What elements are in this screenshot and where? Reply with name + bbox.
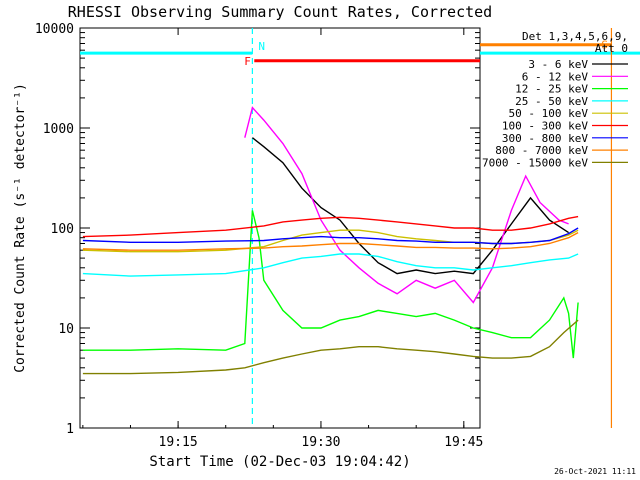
series-line-800-7000-kev bbox=[82, 231, 579, 251]
y-tick-label: 10 bbox=[58, 322, 74, 337]
plot-area: 19:15 19:30 19:45 1 10 100 1000 10000 NF S bbox=[35, 22, 640, 450]
state-label-n: N bbox=[258, 40, 265, 53]
legend-header-line-2: Att 0 bbox=[595, 42, 628, 55]
legend-label-100-300-kev: 100 - 300 keV bbox=[502, 120, 588, 133]
series-line-100-300-kev bbox=[82, 215, 579, 238]
series-lines bbox=[82, 106, 579, 375]
x-axis-label: Start Time (02-Dec-03 19:04:42) bbox=[149, 454, 410, 470]
y-tick-label: 100 bbox=[51, 222, 74, 237]
y-axis-label: Corrected Count Rate (s⁻¹ detector⁻¹) bbox=[13, 83, 28, 373]
series-line-6-12-kev bbox=[244, 106, 569, 304]
plot-frame bbox=[79, 27, 481, 429]
state-label-f: F bbox=[244, 55, 251, 68]
series-line-300-800-kev bbox=[82, 227, 579, 245]
footer-timestamp: 26-Oct-2021 11:11 bbox=[554, 467, 636, 476]
y-tick-label: 10000 bbox=[35, 22, 74, 37]
y-tick-label: 1 bbox=[66, 422, 74, 437]
chart-title: RHESSI Observing Summary Count Rates, Co… bbox=[68, 3, 492, 21]
legend-label-6-12-kev: 6 - 12 keV bbox=[522, 70, 589, 83]
y-tick-label: 1000 bbox=[43, 122, 74, 137]
state-annotations: NF S bbox=[80, 28, 640, 428]
legend-label-800-7000-kev: 800 - 7000 keV bbox=[495, 144, 588, 157]
series-line-25-50-kev bbox=[82, 253, 579, 277]
x-tick-label: 19:45 bbox=[444, 435, 483, 450]
legend-header-line-1: Det 1,3,4,5,6,9, bbox=[522, 30, 628, 43]
legend-label-25-50-kev: 25 - 50 keV bbox=[515, 95, 588, 108]
legend-label-3-6-kev: 3 - 6 keV bbox=[528, 58, 588, 71]
series-line-3-6-kev bbox=[251, 137, 569, 275]
legend-label-12-25-kev: 12 - 25 keV bbox=[515, 83, 588, 96]
state-label-s: S bbox=[601, 39, 608, 52]
legend-label-7000-15000-kev: 7000 - 15000 keV bbox=[482, 156, 588, 169]
series-line-12-25-kev bbox=[82, 210, 579, 359]
series-line-7000-15000-kev bbox=[82, 319, 579, 375]
y-axis-ticks: 1 10 100 1000 10000 bbox=[35, 22, 480, 437]
legend-label-300-800-kev: 300 - 800 keV bbox=[502, 132, 588, 145]
x-tick-label: 19:30 bbox=[301, 435, 340, 450]
legend-label-50-100-kev: 50 - 100 keV bbox=[509, 107, 589, 120]
x-tick-label: 19:15 bbox=[159, 435, 198, 450]
